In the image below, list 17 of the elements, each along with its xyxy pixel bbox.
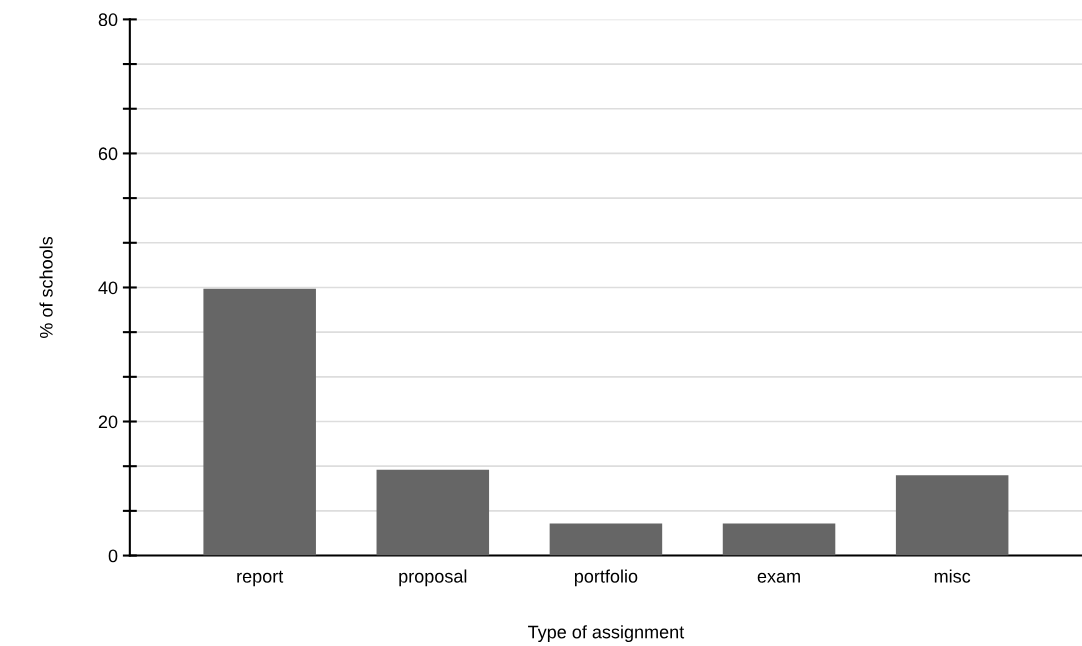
y-tick-label: 40 [98, 281, 118, 295]
x-tick-label: proposal [399, 569, 467, 587]
bar [895, 475, 1009, 556]
x-tick-label: misc [934, 569, 971, 583]
y-axis-title: % of schools [39, 236, 53, 339]
bar [722, 523, 836, 556]
bar [549, 523, 663, 556]
x-tick-label: exam [757, 572, 800, 583]
x-tick-label: portfolio [574, 569, 638, 587]
y-tick-label: 60 [98, 147, 118, 161]
x-axis-title: Type of assignment [528, 625, 685, 642]
bar [376, 469, 490, 556]
x-tick-label: report [237, 570, 284, 587]
y-tick-label: 80 [98, 13, 118, 27]
bar [203, 288, 316, 556]
y-tick-label: 20 [98, 415, 118, 429]
y-tick-label: 0 [108, 549, 118, 563]
